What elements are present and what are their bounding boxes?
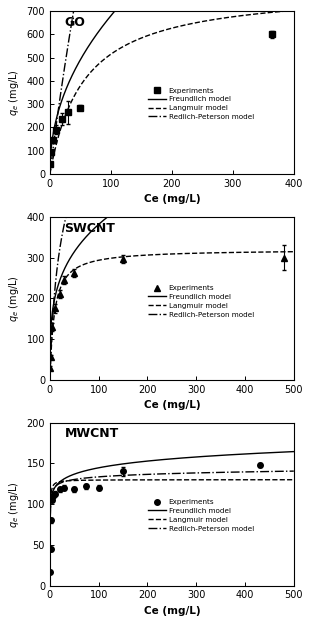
Text: MWCNT: MWCNT — [64, 427, 119, 440]
Y-axis label: $q_e$ (mg/L): $q_e$ (mg/L) — [7, 275, 21, 321]
X-axis label: Ce (mg/L): Ce (mg/L) — [144, 194, 200, 204]
Text: GO: GO — [64, 16, 85, 29]
Legend: Experiments, Freundlich model, Langmuir model, Redlich-Peterson model: Experiments, Freundlich model, Langmuir … — [146, 86, 255, 121]
Legend: Experiments, Freundlich model, Langmuir model, Redlich-Peterson model: Experiments, Freundlich model, Langmuir … — [146, 283, 255, 319]
X-axis label: Ce (mg/L): Ce (mg/L) — [144, 400, 200, 410]
Y-axis label: $q_e$ (mg/L): $q_e$ (mg/L) — [7, 481, 21, 528]
X-axis label: Ce (mg/L): Ce (mg/L) — [144, 606, 200, 616]
Y-axis label: $q_e$ (mg/L): $q_e$ (mg/L) — [7, 69, 21, 116]
Legend: Experiments, Freundlich model, Langmuir model, Redlich-Peterson model: Experiments, Freundlich model, Langmuir … — [146, 498, 255, 533]
Text: SWCNT: SWCNT — [64, 222, 115, 235]
